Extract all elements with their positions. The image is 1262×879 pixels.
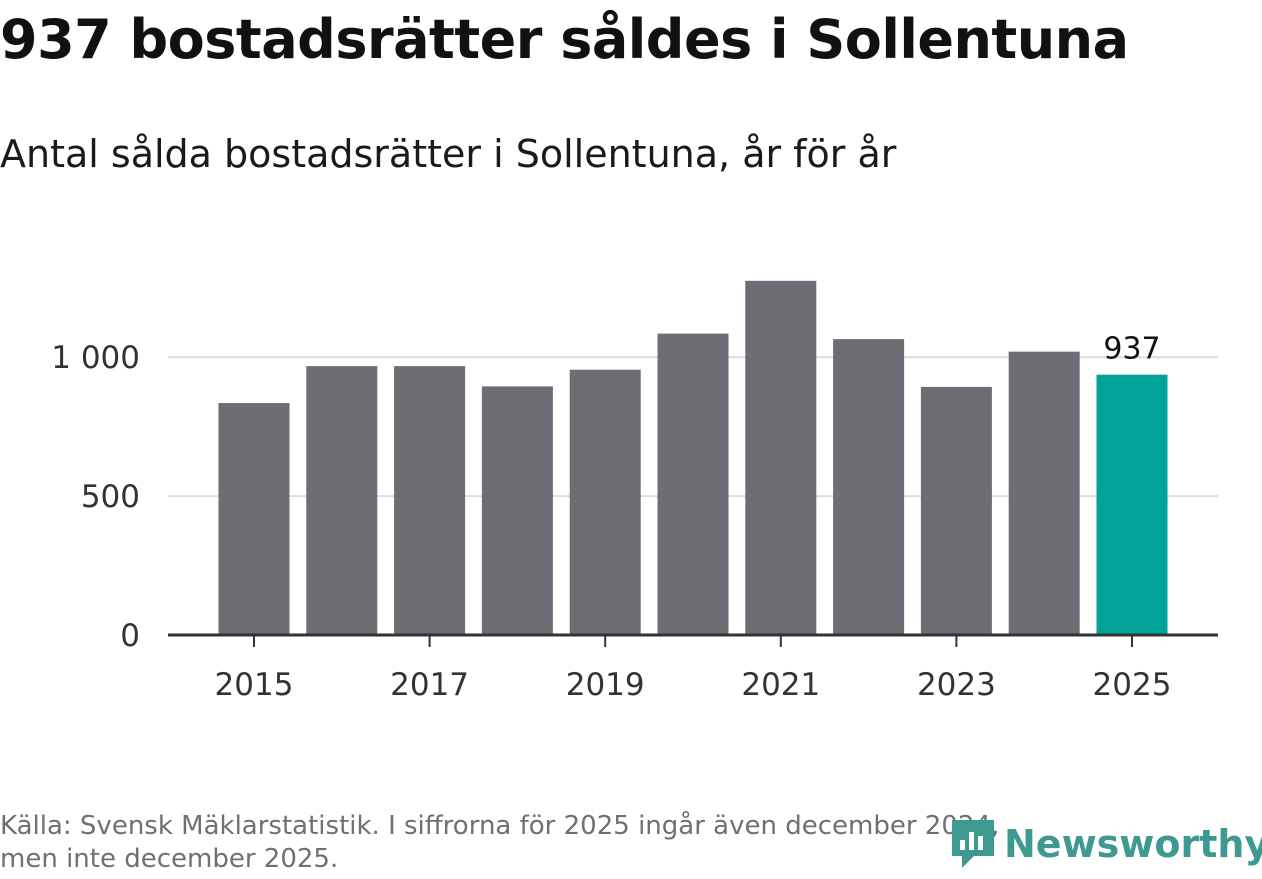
bar-chart: 0 500 1 000 937 2015 2017 2019 2021 2023 2025 bbox=[51, 280, 1218, 703]
x-tick-label: 2019 bbox=[566, 667, 645, 703]
bar-2023 bbox=[920, 386, 992, 635]
newsworthy-logo-icon bbox=[952, 820, 994, 868]
source-note: Källa: Svensk Mäklarstatistik. I siffror… bbox=[0, 810, 1200, 876]
bar-2024 bbox=[1008, 351, 1080, 635]
bar-2017 bbox=[394, 366, 466, 635]
source-line-1: Källa: Svensk Mäklarstatistik. I siffror… bbox=[0, 811, 1000, 841]
chart-subtitle: Antal sålda bostadsrätter i Sollentuna, … bbox=[0, 132, 897, 176]
y-tick-label: 0 bbox=[120, 618, 140, 654]
bar-2020 bbox=[657, 333, 729, 635]
newsworthy-logo-text: Newsworthy bbox=[1004, 822, 1262, 866]
data-label: 937 bbox=[1103, 332, 1160, 367]
x-tick-label: 2025 bbox=[1093, 667, 1172, 703]
y-tick-label: 500 bbox=[81, 479, 140, 515]
newsworthy-logo: Newsworthy bbox=[948, 816, 1262, 872]
x-tick-label: 2017 bbox=[390, 667, 469, 703]
x-tick-label: 2015 bbox=[215, 667, 294, 703]
bar-2019 bbox=[569, 369, 641, 635]
bar-2021 bbox=[745, 280, 817, 635]
x-tick-label: 2021 bbox=[741, 667, 820, 703]
bar-2018 bbox=[481, 386, 553, 635]
x-tick-label: 2023 bbox=[917, 667, 996, 703]
bar-2016 bbox=[306, 366, 378, 635]
source-line-2: men inte december 2025. bbox=[0, 844, 339, 874]
bar-2022 bbox=[833, 339, 905, 635]
y-tick-label: 1 000 bbox=[51, 340, 140, 376]
chart-title: 937 bostadsrätter såldes i Sollentuna bbox=[0, 8, 1129, 71]
bar-2025 bbox=[1096, 374, 1168, 635]
bar-2015 bbox=[218, 403, 290, 635]
